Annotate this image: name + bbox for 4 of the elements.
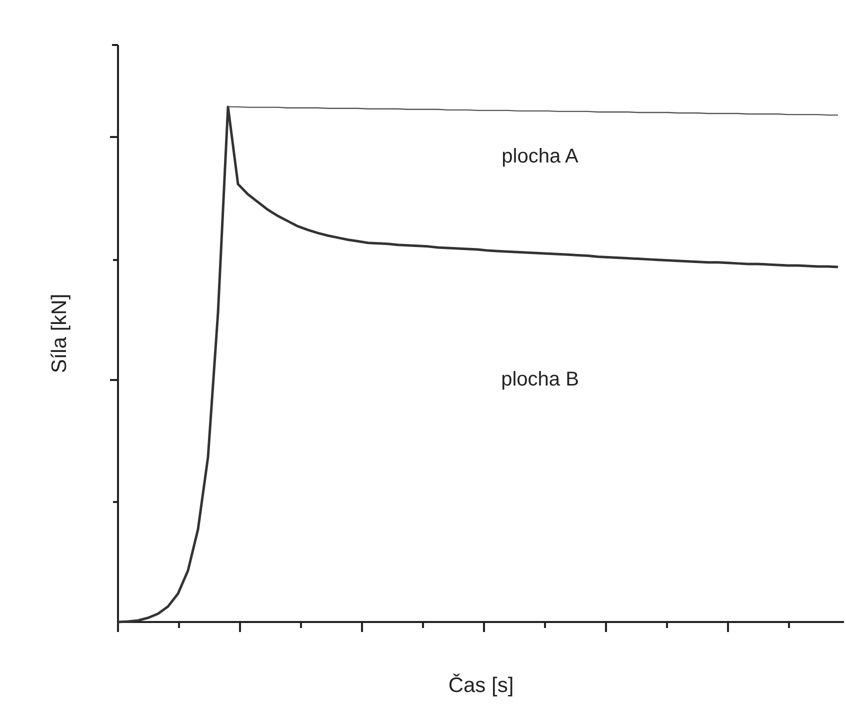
y-axis-title: Síla [kN] <box>48 294 71 374</box>
x-axis-title: Čas [s] <box>448 673 514 697</box>
annotation: plocha A <box>502 145 580 168</box>
annotation: plocha B <box>501 368 579 390</box>
